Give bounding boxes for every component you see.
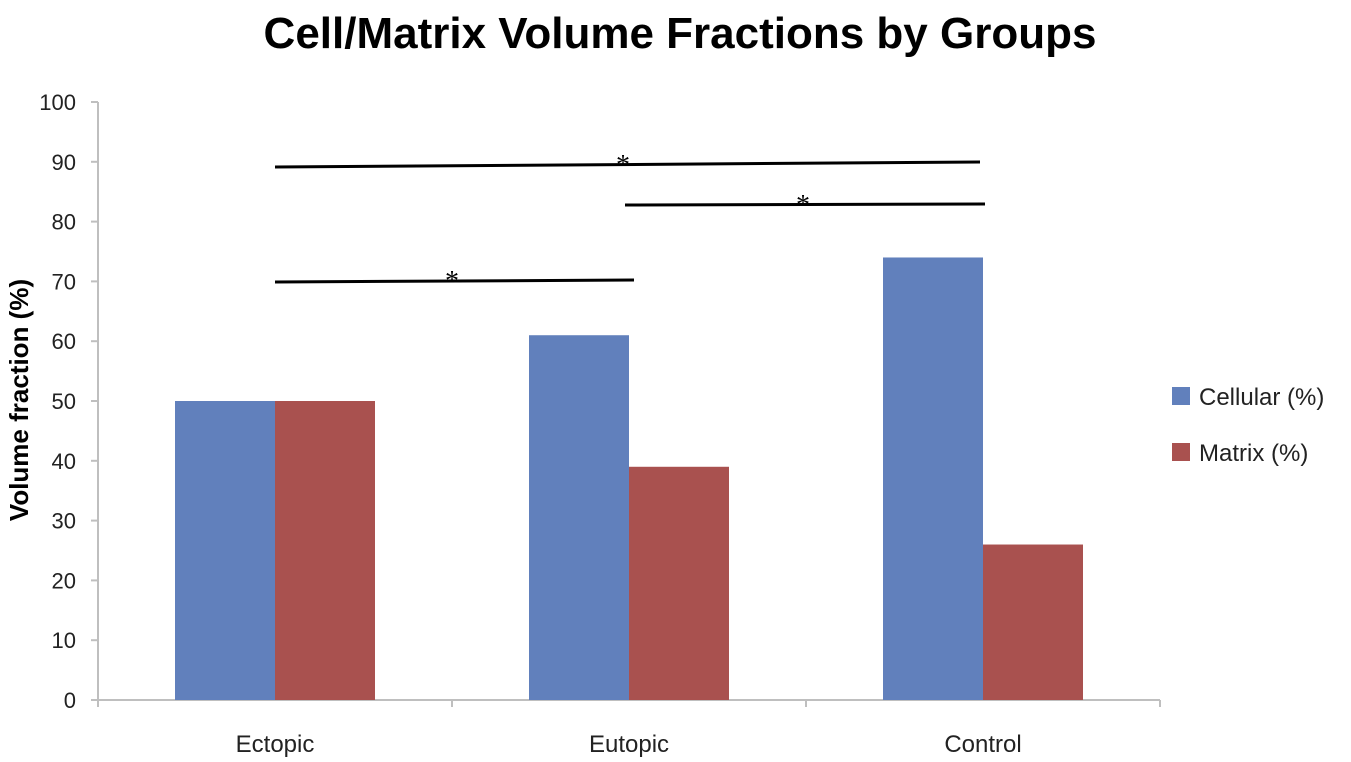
y-tick-label: 50 xyxy=(52,389,76,414)
legend: Cellular (%) Matrix (%) xyxy=(1172,384,1324,467)
legend-swatch xyxy=(1172,443,1190,461)
significance-line xyxy=(274,160,981,169)
significance-line xyxy=(624,202,986,207)
bar-matrix xyxy=(275,401,375,700)
y-tick-label: 90 xyxy=(52,150,76,175)
bar-matrix xyxy=(629,466,729,700)
y-axis-label: Volume fraction (%) xyxy=(4,279,34,521)
significance-star: * xyxy=(616,150,630,181)
significance-line xyxy=(274,278,635,284)
significance-star: * xyxy=(445,266,459,297)
significance-star: * xyxy=(796,190,810,221)
chart-title: Cell/Matrix Volume Fractions by Groups xyxy=(264,9,1097,58)
bars xyxy=(175,257,1083,700)
x-tick-label: Control xyxy=(944,731,1021,758)
y-tick-label: 70 xyxy=(52,269,76,294)
y-tick-label: 100 xyxy=(39,90,76,115)
y-tick-label: 60 xyxy=(52,329,76,354)
y-tick-label: 20 xyxy=(52,568,76,593)
legend-label: Matrix (%) xyxy=(1199,440,1308,467)
bar-cellular xyxy=(175,401,275,700)
legend-label: Cellular (%) xyxy=(1199,384,1324,411)
y-tick-label: 30 xyxy=(52,509,76,534)
bar-cellular xyxy=(883,257,983,700)
y-tick-label: 40 xyxy=(52,449,76,474)
x-tick-label: Ectopic xyxy=(236,731,315,758)
y-tick-label: 80 xyxy=(52,210,76,235)
bar-cellular xyxy=(529,335,629,700)
significance-brackets: * * * xyxy=(274,150,986,297)
legend-swatch xyxy=(1172,387,1190,405)
y-tick-label: 10 xyxy=(52,628,76,653)
bar-matrix xyxy=(983,544,1083,700)
x-tick-label: Eutopic xyxy=(589,731,669,758)
y-tick-label: 0 xyxy=(64,688,76,713)
